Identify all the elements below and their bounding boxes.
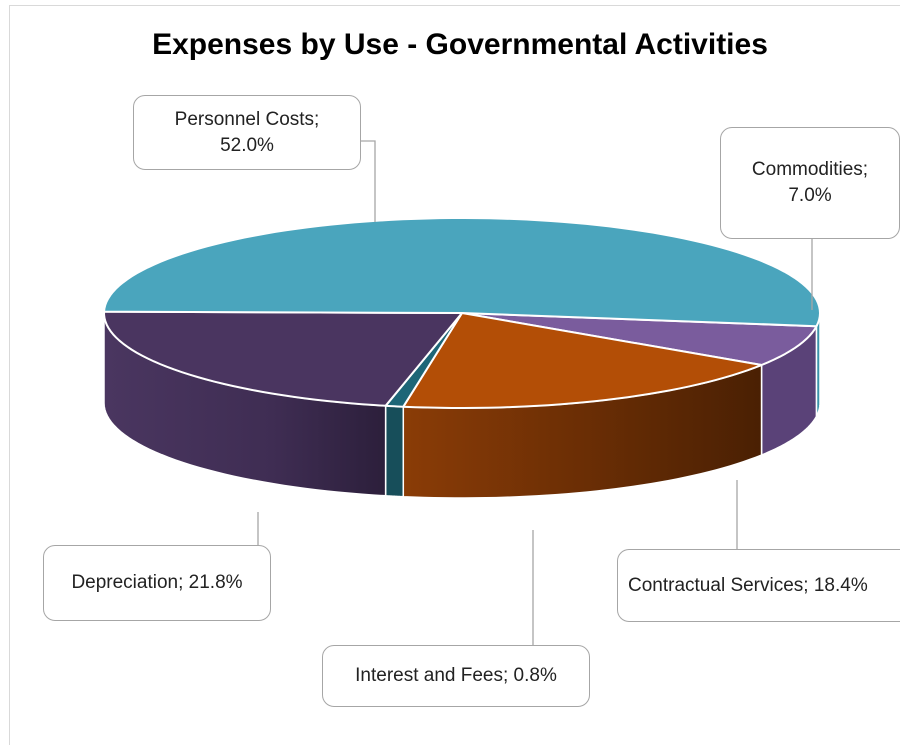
- pie-slice-personnel-costs: [103, 217, 821, 328]
- callout-commodities-name: Commodities;: [751, 159, 869, 181]
- callout-commodities: Commodities; 7.0%: [720, 127, 900, 239]
- callout-personnel-costs: Personnel Costs; 52.0%: [133, 95, 361, 170]
- callout-depreciation: Depreciation; 21.8%: [43, 545, 271, 621]
- leader-personnel-costs: [361, 140, 376, 222]
- pie-side-personnel-costs: [815, 313, 821, 417]
- pie-slice-contractual-services: [402, 312, 763, 409]
- callout-interest-and-fees: Interest and Fees; 0.8%: [322, 645, 590, 707]
- pie-slice-commodities: [461, 312, 818, 367]
- chart-frame: [9, 5, 900, 745]
- callout-personnel-name: Personnel Costs;: [174, 108, 320, 130]
- leader-lines: [257, 140, 813, 645]
- pie-slice-depreciation: [103, 310, 463, 407]
- callout-personnel-pct: 52.0%: [220, 134, 274, 156]
- callout-contractual-services: Contractual Services; 18.4%: [617, 549, 900, 622]
- pie-tops: [103, 217, 821, 409]
- pie-side-interest-and-fees: [384, 405, 405, 498]
- callout-commodities-pct: 7.0%: [788, 185, 832, 206]
- chart-title: Expenses by Use - Governmental Activitie…: [152, 28, 768, 61]
